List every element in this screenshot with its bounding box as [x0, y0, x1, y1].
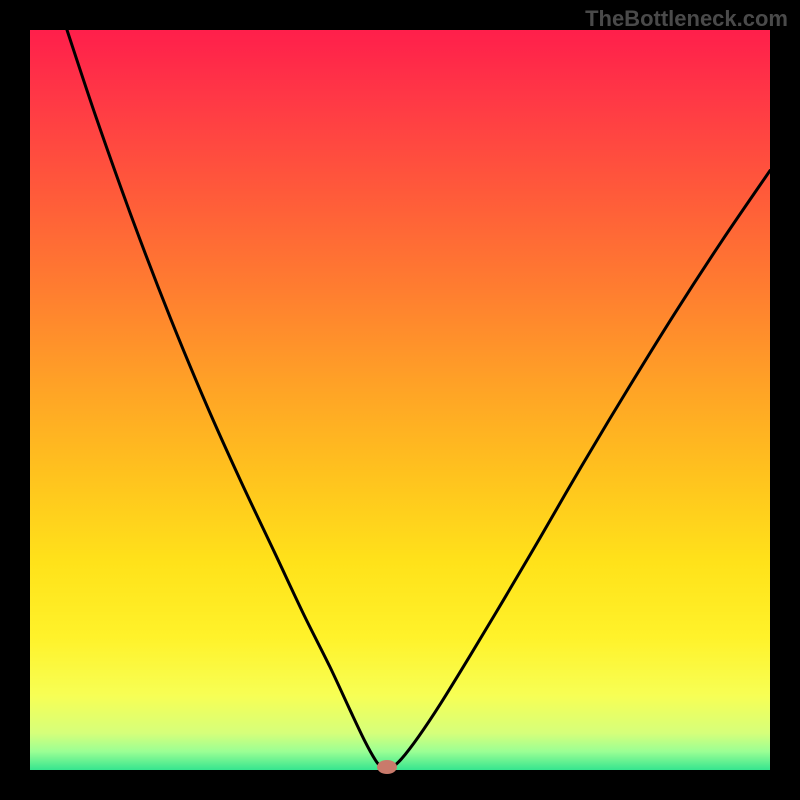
- watermark-text: TheBottleneck.com: [585, 6, 788, 32]
- plot-area: [30, 30, 770, 770]
- chart-container: TheBottleneck.com: [0, 0, 800, 800]
- bottleneck-curve: [67, 30, 770, 769]
- curve-svg: [30, 30, 770, 770]
- optimal-marker: [377, 760, 397, 774]
